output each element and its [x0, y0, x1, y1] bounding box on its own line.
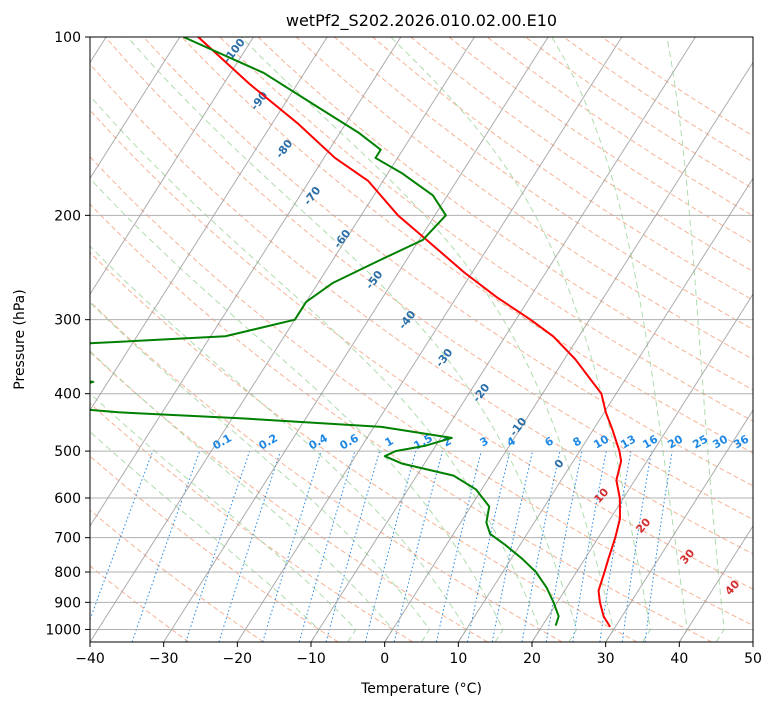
y-tick-label: 200	[54, 208, 81, 224]
mixing-ratio-line	[644, 451, 673, 642]
dry-adiabat-line	[90, 351, 488, 642]
isotherm-line	[90, 37, 475, 642]
y-tick-label: 500	[54, 444, 81, 460]
moist-adiabat-line	[90, 392, 357, 642]
x-tick-label: 50	[744, 651, 762, 667]
x-tick-label: 30	[597, 651, 615, 667]
chart-title: wetPf2_S202.2026.010.02.00.E10	[286, 11, 557, 31]
isotherm-line	[384, 61, 753, 642]
dry-adiabat-line	[372, 37, 753, 301]
isotherm-line	[236, 37, 623, 642]
y-tick-label: 1000	[45, 622, 81, 638]
mixing-ratio-line	[185, 450, 251, 642]
x-tick-label: 10	[449, 651, 467, 667]
dewpoint-trace	[90, 37, 560, 626]
dry-adiabat-line	[90, 402, 414, 642]
mixing-ratio-line	[599, 451, 632, 642]
mixing-ratio-line	[364, 450, 417, 642]
x-tick-label: 40	[670, 651, 688, 667]
y-tick-label: 100	[54, 30, 81, 46]
dry-adiabat-line	[104, 37, 753, 520]
y-axis-label: Pressure (hPa)	[12, 289, 28, 389]
x-tick-label: −40	[75, 651, 105, 667]
x-axis-label: Temperature (°C)	[360, 681, 482, 697]
dry-adiabat-line	[90, 203, 712, 642]
isotherm-line	[531, 293, 753, 642]
dry-adiabat-line	[257, 37, 753, 391]
moist-adiabat-line	[666, 37, 725, 642]
isotherm-line	[310, 37, 696, 642]
series-lines	[90, 37, 623, 628]
isotherm-line	[678, 525, 753, 642]
moist-adiabat-line	[90, 95, 541, 642]
dry-adiabat-line	[219, 37, 753, 422]
y-tick-label: 300	[54, 313, 81, 329]
moist-adiabat-line	[90, 430, 320, 642]
moist-adiabat-line	[90, 350, 394, 642]
isotherm-line	[163, 37, 549, 642]
y-tick-label: 600	[54, 491, 81, 507]
mixing-ratio-line	[262, 450, 322, 642]
temperature-trace	[197, 37, 623, 628]
moist-adiabat-line	[551, 37, 688, 642]
dry-adiabat-line	[181, 37, 753, 454]
moist-adiabat-line	[390, 37, 652, 642]
plot-area: -100-90-80-70-60-50-40-30-20-10010203040…	[90, 37, 753, 642]
x-axis-ticks: −40 −30 −20 −10 0 10 20 30 40 50	[75, 642, 762, 667]
y-tick-label: 700	[54, 531, 81, 547]
isotherm-line	[90, 37, 181, 180]
isotherms	[90, 37, 753, 642]
y-tick-label: 900	[54, 595, 81, 611]
mixing-ratio-line	[325, 450, 381, 642]
x-tick-label: −20	[223, 651, 253, 667]
moist-adiabat-line	[90, 301, 431, 642]
y-axis-ticks: 100 200 300 400 500 600 700 800 900 1000	[45, 30, 90, 638]
isotherm-line	[605, 409, 753, 642]
isotherm-line	[457, 177, 753, 642]
moist-adiabat-line	[127, 37, 578, 642]
moist-adiabat-line	[90, 177, 504, 642]
mixing-ratio-lines	[90, 450, 673, 642]
dry-adiabat-line	[90, 156, 753, 627]
y-tick-label: 400	[54, 387, 81, 403]
dry-adiabat-line	[90, 455, 339, 642]
dry-adiabat-line	[90, 109, 753, 590]
x-tick-label: −10	[296, 651, 326, 667]
x-tick-label: 0	[380, 651, 389, 667]
mixing-ratio-line	[298, 450, 356, 642]
mixing-ratio-line	[218, 450, 281, 642]
isobar-grid	[90, 37, 753, 630]
y-tick-label: 800	[54, 565, 81, 581]
x-tick-label: 20	[523, 651, 541, 667]
dry-adiabat-line	[334, 37, 753, 330]
mixing-ratio-line	[435, 450, 482, 642]
moist-adiabats	[90, 37, 725, 642]
isotherm-line	[90, 37, 402, 528]
x-tick-label: −30	[149, 651, 179, 667]
dry-adiabat-line	[90, 509, 264, 642]
plot-frame	[89, 36, 754, 643]
dry-adiabat-line	[90, 300, 563, 642]
moist-adiabat-line	[90, 245, 467, 642]
dry-adiabat-line	[90, 251, 638, 642]
mixing-ratio-line	[467, 450, 511, 642]
isotherm-line	[90, 37, 254, 296]
moist-adiabat-line	[240, 37, 615, 642]
mixing-ratio-line	[621, 451, 652, 642]
isotherm-line	[90, 37, 328, 412]
